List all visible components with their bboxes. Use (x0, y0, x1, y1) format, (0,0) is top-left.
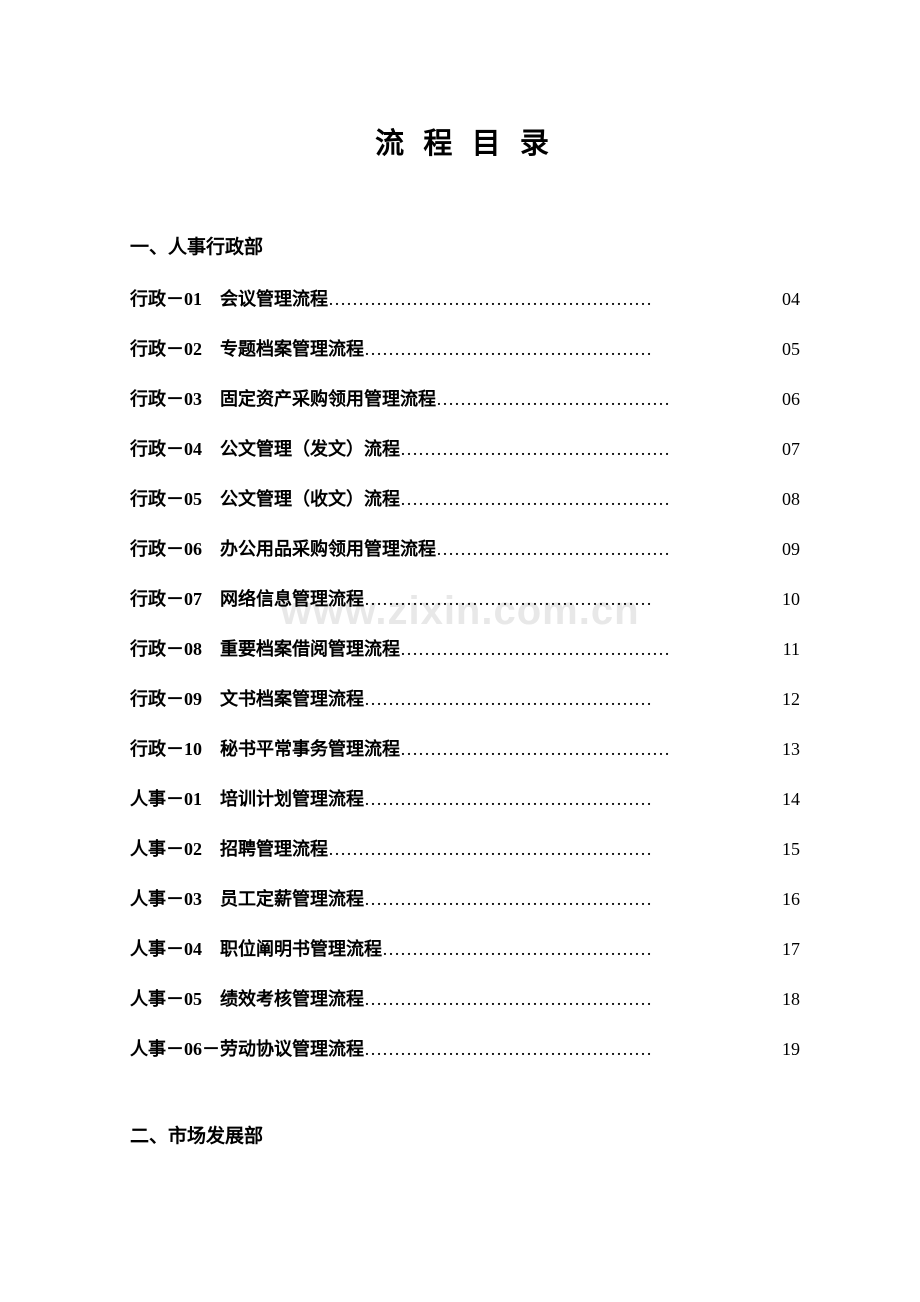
toc-page: 13 (782, 739, 800, 760)
toc-dots: ………………………………………… (364, 689, 782, 710)
toc-page: 14 (782, 789, 800, 810)
toc-code: 行政－02 (130, 335, 202, 361)
toc-page: 18 (782, 989, 800, 1010)
toc-page: 12 (782, 689, 800, 710)
toc-line: 人事－04 职位阐明书管理流程 ……………………………………… 17 (130, 935, 800, 961)
toc-page: 08 (782, 489, 800, 510)
toc-line: 行政－06 办公用品采购领用管理流程 ………………………………… 09 (130, 535, 800, 561)
toc-page: 17 (782, 939, 800, 960)
toc-dots: ……………………………………… (400, 639, 783, 660)
toc-code: 行政－03 (130, 385, 202, 411)
toc-line: 人事－02 招聘管理流程 ……………………………………………… 15 (130, 835, 800, 861)
toc-page: 15 (782, 839, 800, 860)
toc-dots: ……………………………………… (382, 939, 782, 960)
toc-label: 重要档案借阅管理流程 (220, 635, 400, 661)
toc-line: 行政－07 网络信息管理流程 ………………………………………… 10 (130, 585, 800, 611)
toc-code: 行政－09 (130, 685, 202, 711)
toc-line-combined: 人事－06－劳动协议管理流程 ………………………………………… 19 (130, 1035, 800, 1061)
toc-combined-label: 人事－06－劳动协议管理流程 (130, 1035, 364, 1061)
toc-line: 行政－05 公文管理（收文）流程 ……………………………………… 08 (130, 485, 800, 511)
toc-dots: ………………………………… (436, 539, 782, 560)
toc-line: 行政－02 专题档案管理流程 ………………………………………… 05 (130, 335, 800, 361)
toc-dots: ………………………………………… (364, 989, 782, 1010)
toc-dots: ………………………………………… (364, 1039, 782, 1060)
toc-dots: ……………………………………………… (328, 839, 782, 860)
toc-line: 人事－05 绩效考核管理流程 ………………………………………… 18 (130, 985, 800, 1011)
toc-code: 行政－04 (130, 435, 202, 461)
toc-dots: ……………………………………… (400, 489, 782, 510)
toc-page: 16 (782, 889, 800, 910)
section-1: 一、人事行政部 行政－01 会议管理流程 ……………………………………………… … (130, 232, 800, 1061)
toc-dots: ……………………………………… (400, 739, 782, 760)
toc-line: 人事－03 员工定薪管理流程 ………………………………………… 16 (130, 885, 800, 911)
toc-label: 公文管理（收文）流程 (220, 485, 400, 511)
toc-label: 专题档案管理流程 (220, 335, 364, 361)
toc-label: 办公用品采购领用管理流程 (220, 535, 436, 561)
section-heading-2: 二、市场发展部 (130, 1121, 800, 1148)
toc-dots: ………………………………………… (364, 889, 782, 910)
toc-code: 人事－01 (130, 785, 202, 811)
toc-page: 04 (782, 289, 800, 310)
toc-dots: ………………………………… (436, 389, 782, 410)
toc-page: 11 (783, 639, 800, 660)
toc-label: 秘书平常事务管理流程 (220, 735, 400, 761)
toc-code: 行政－05 (130, 485, 202, 511)
toc-code: 行政－10 (130, 735, 202, 761)
toc-label: 网络信息管理流程 (220, 585, 364, 611)
toc-code: 行政－07 (130, 585, 202, 611)
toc-code: 行政－08 (130, 635, 202, 661)
toc-page: 19 (782, 1039, 800, 1060)
document-page: 流 程 目 录 一、人事行政部 行政－01 会议管理流程 ……………………………… (0, 0, 920, 1148)
toc-page: 09 (782, 539, 800, 560)
toc-dots: ………………………………………… (364, 789, 782, 810)
toc-label: 公文管理（发文）流程 (220, 435, 400, 461)
toc-page: 10 (782, 589, 800, 610)
toc-label: 培训计划管理流程 (220, 785, 364, 811)
toc-code: 人事－02 (130, 835, 202, 861)
toc-line: 行政－03 固定资产采购领用管理流程 ………………………………… 06 (130, 385, 800, 411)
toc-page: 05 (782, 339, 800, 360)
toc-page: 06 (782, 389, 800, 410)
toc-line: 行政－08 重要档案借阅管理流程 ……………………………………… 11 (130, 635, 800, 661)
toc-label: 文书档案管理流程 (220, 685, 364, 711)
toc-label: 会议管理流程 (220, 285, 328, 311)
toc-dots: ………………………………………… (364, 589, 782, 610)
toc-code: 人事－04 (130, 935, 202, 961)
section-2: 二、市场发展部 (130, 1121, 800, 1148)
toc-line: 行政－01 会议管理流程 ……………………………………………… 04 (130, 285, 800, 311)
toc-code: 人事－05 (130, 985, 202, 1011)
toc-dots: ………………………………………… (364, 339, 782, 360)
toc-code: 行政－01 (130, 285, 202, 311)
toc-line: 人事－01 培训计划管理流程 ………………………………………… 14 (130, 785, 800, 811)
toc-line: 行政－04 公文管理（发文）流程 ……………………………………… 07 (130, 435, 800, 461)
toc-line: 行政－10 秘书平常事务管理流程 ……………………………………… 13 (130, 735, 800, 761)
toc-dots: ……………………………………… (400, 439, 782, 460)
toc-label: 招聘管理流程 (220, 835, 328, 861)
toc-page: 07 (782, 439, 800, 460)
section-heading-1: 一、人事行政部 (130, 232, 800, 259)
page-title: 流 程 目 录 (130, 120, 800, 162)
toc-code: 人事－03 (130, 885, 202, 911)
toc-line: 行政－09 文书档案管理流程 ………………………………………… 12 (130, 685, 800, 711)
toc-label: 绩效考核管理流程 (220, 985, 364, 1011)
toc-code: 行政－06 (130, 535, 202, 561)
toc-label: 员工定薪管理流程 (220, 885, 364, 911)
toc-dots: ……………………………………………… (328, 289, 782, 310)
toc-label: 固定资产采购领用管理流程 (220, 385, 436, 411)
toc-label: 职位阐明书管理流程 (220, 935, 382, 961)
